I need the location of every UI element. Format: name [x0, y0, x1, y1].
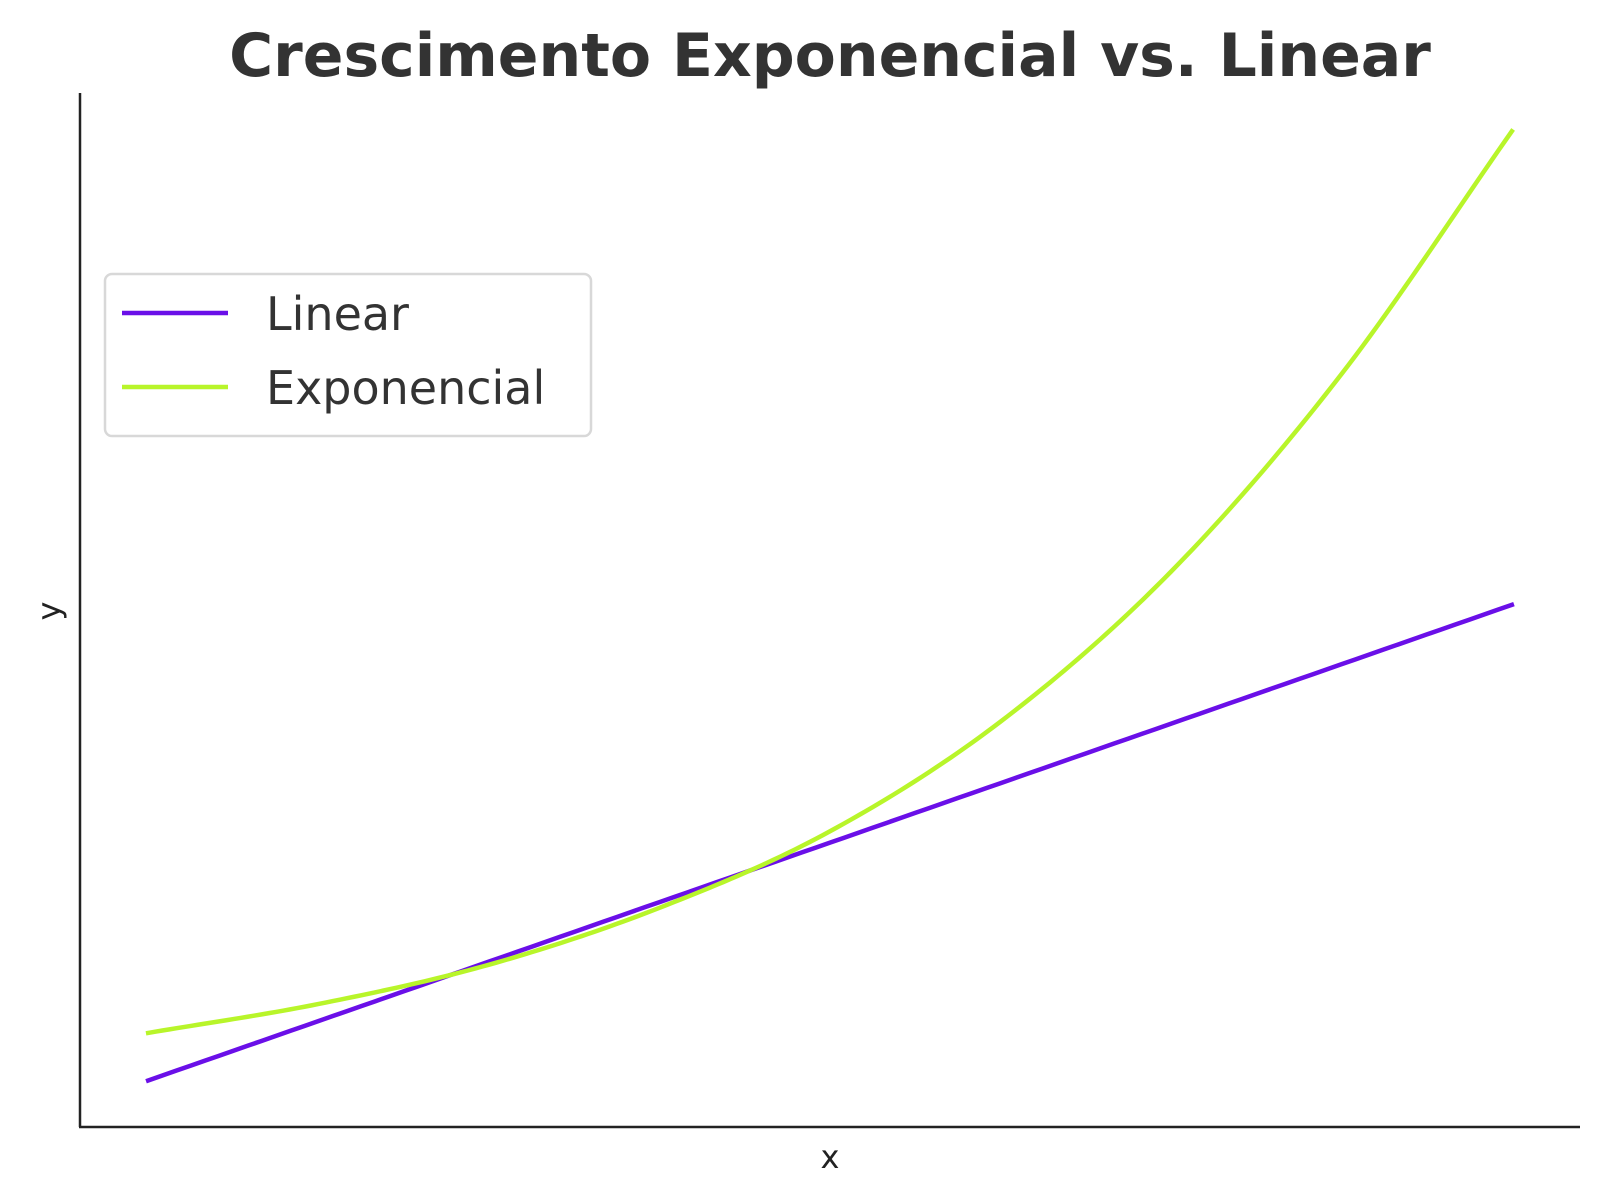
chart-title: Crescimento Exponencial vs. Linear	[229, 21, 1431, 91]
series-layer	[145, 128, 1515, 1084]
y-axis-label: y	[30, 602, 68, 621]
x-axis-label: x	[821, 1138, 840, 1176]
legend: Linear Exponencial	[103, 272, 593, 438]
legend-label-exponencial: Exponencial	[266, 361, 545, 415]
legend-label-linear: Linear	[266, 287, 409, 341]
series-line-exponencial	[145, 128, 1515, 1036]
series-line-linear	[145, 601, 1515, 1084]
